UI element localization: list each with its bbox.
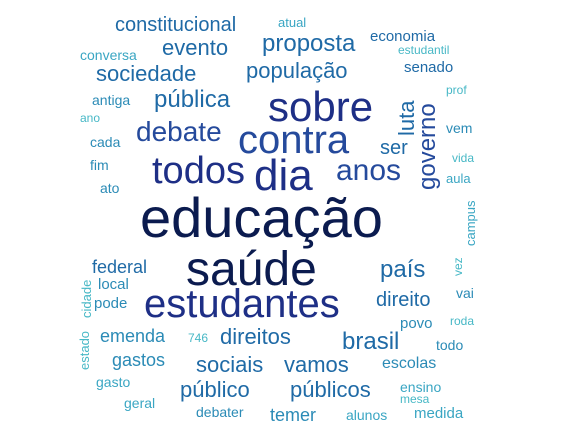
word-vida: vida — [452, 151, 475, 165]
word-proposta: proposta — [262, 30, 356, 57]
word-contra: contra — [238, 118, 350, 162]
word-publicos: públicos — [290, 377, 371, 402]
word-temer: temer — [270, 405, 317, 425]
word-governo: governo — [414, 103, 441, 190]
word-publico: público — [180, 377, 250, 402]
word-brasil: brasil — [342, 328, 400, 355]
word-povo: povo — [400, 315, 433, 332]
word-estudantil: estudantil — [398, 43, 450, 57]
word-debate: debate — [136, 116, 222, 147]
word-todo: todo — [436, 337, 464, 353]
word-cada: cada — [90, 134, 121, 150]
word-medida: medida — [414, 405, 464, 422]
word-ato: ato — [100, 180, 120, 196]
word-todos: todos — [152, 150, 245, 192]
word-conversa: conversa — [80, 47, 137, 63]
word-gastos: gastos — [112, 350, 166, 370]
word-luta: luta — [394, 100, 419, 136]
word-roda: roda — [450, 314, 475, 328]
word-fim: fim — [90, 157, 109, 173]
word-evento: evento — [162, 35, 229, 60]
word-antiga: antiga — [92, 92, 131, 108]
word-prof: prof — [446, 83, 467, 97]
word-pais: país — [380, 256, 426, 283]
word-ser: ser — [380, 137, 408, 159]
word-senado: senado — [404, 59, 454, 76]
word-constitucional: constitucional — [115, 14, 237, 36]
word-saude: saúde — [186, 243, 317, 296]
word-local: local — [98, 276, 129, 293]
word-pode: pode — [94, 295, 128, 312]
word-federal: federal — [92, 257, 148, 277]
word-ensino: ensino — [400, 379, 442, 395]
word-vai: vai — [456, 285, 474, 301]
word-vamos: vamos — [284, 352, 349, 377]
word-populacao: população — [246, 58, 348, 83]
word-gasto: gasto — [96, 374, 131, 390]
word-estudantes: estudantes — [144, 282, 340, 326]
word-debater: debater — [196, 404, 244, 420]
word-dia: dia — [254, 151, 313, 200]
word-publica: pública — [154, 86, 231, 113]
word-ano: ano — [80, 111, 101, 125]
word-economia: economia — [370, 28, 436, 45]
word-emenda: emenda — [100, 326, 166, 346]
word-mesa: mesa — [400, 392, 430, 406]
word-educacao: educação — [140, 186, 383, 249]
word-direitos: direitos — [220, 324, 291, 349]
word-geral: geral — [124, 395, 156, 411]
word-alunos: alunos — [346, 407, 388, 423]
word-aula: aula — [446, 171, 471, 186]
word-vem: vem — [446, 120, 473, 136]
word-campus: campus — [463, 200, 478, 246]
word-cidade: cidade — [79, 279, 94, 318]
word-estado: estado — [77, 330, 92, 370]
word-vez: vez — [451, 257, 465, 276]
word-escolas: escolas — [382, 355, 437, 372]
word-sociedade: sociedade — [96, 61, 197, 86]
word-direito: direito — [376, 289, 431, 311]
word-sociais: sociais — [196, 352, 264, 377]
word-746: 746 — [188, 331, 209, 345]
word-atual: atual — [278, 15, 307, 30]
word-anos: anos — [336, 154, 402, 187]
word-sobre: sobre — [268, 83, 374, 130]
